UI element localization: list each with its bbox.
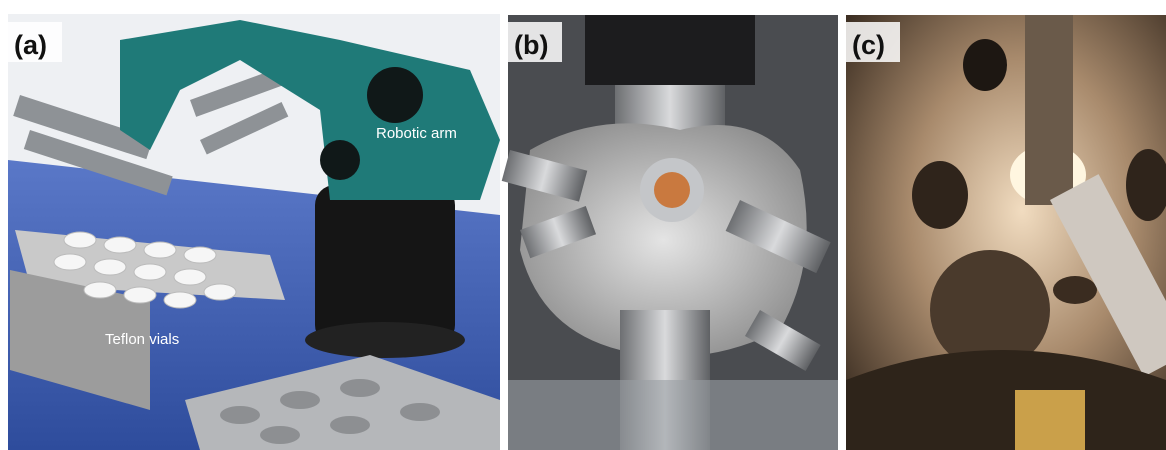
arm-joint [367, 67, 423, 123]
frame [508, 380, 838, 450]
manipulator [1025, 15, 1073, 205]
arm-foot [305, 322, 465, 358]
port-hole [963, 39, 1007, 91]
annotation: Teflon vials [105, 331, 179, 348]
arm-joint [320, 140, 360, 180]
panel-b: (b) [502, 15, 838, 450]
lens [1015, 390, 1085, 450]
panel-label: (a) [14, 30, 47, 60]
panel-label: (c) [852, 30, 885, 60]
annotation: Robotic arm [376, 125, 457, 142]
page: (a) Robotic arm Teflon vials (b) [0, 0, 1166, 450]
panel-label: (b) [514, 30, 548, 60]
viewport-window [654, 172, 690, 208]
port-hole [912, 161, 968, 229]
figure: (a) Robotic arm Teflon vials (b) [0, 0, 1166, 450]
port-hole [1053, 276, 1097, 304]
flange [615, 85, 725, 130]
panel-a: (a) Robotic arm Teflon vials [8, 14, 500, 450]
panel-c: (c) [846, 15, 1166, 450]
stage [585, 15, 755, 85]
arm-base [315, 185, 455, 345]
